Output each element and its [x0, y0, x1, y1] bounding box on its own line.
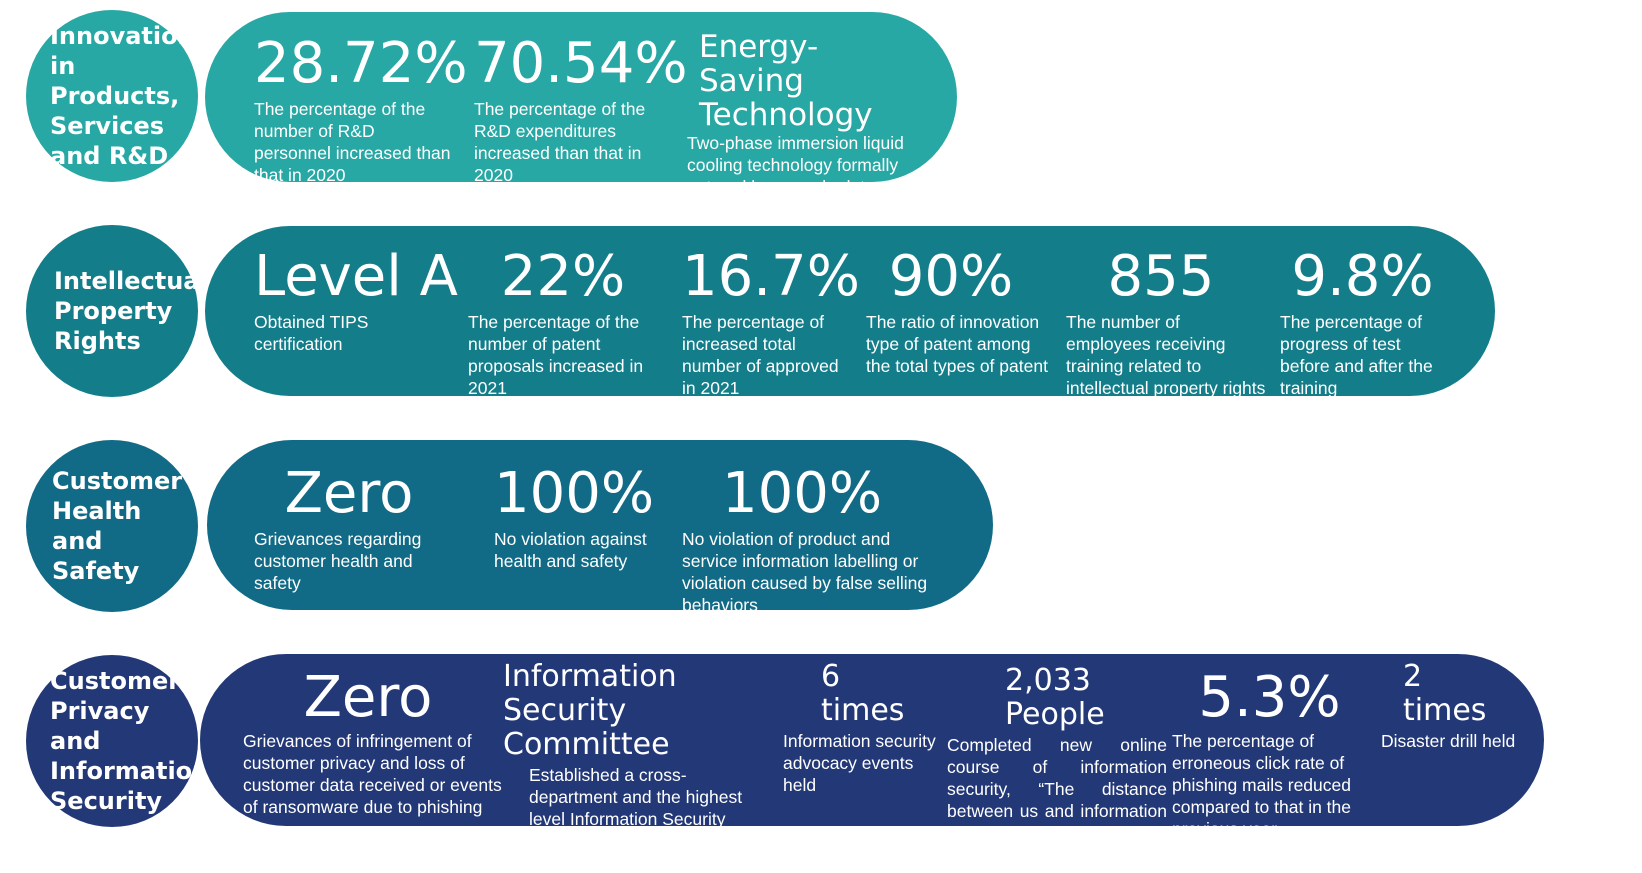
stat-security-committee: Information Security Committee Establish… — [503, 660, 788, 852]
category-circle-innovation: Innovations in Products, Services and R&… — [26, 10, 209, 182]
stat-description: The percentage of erroneous click rate o… — [1172, 731, 1351, 839]
stat-health-violation: 100% No violation against health and saf… — [494, 464, 654, 572]
stat-online-course: 2,033 People Completed new online course… — [947, 664, 1167, 844]
stats-pill-innovation — [205, 12, 957, 182]
stat-rd-personnel: 28.72% The percentage of the number of R… — [254, 31, 468, 186]
stat-description: Information security advocacy events hel… — [783, 731, 936, 795]
stat-value: Level A — [254, 244, 458, 309]
stat-description: Established a cross-department and the h… — [529, 765, 743, 851]
stat-tips-level: Level A Obtained TIPS certification — [254, 244, 458, 355]
stat-value: 28.72% — [254, 31, 468, 96]
stat-value: Zero — [303, 665, 433, 730]
stat-description: Grievances of infringement of customer p… — [243, 731, 502, 817]
stat-description: The percentage of increased total number… — [682, 312, 839, 398]
stat-value: 6 times — [821, 659, 905, 728]
stat-description: No violation against health and safety — [494, 529, 647, 571]
stat-description: Disaster drill held — [1381, 731, 1516, 751]
stat-value: 5.3% — [1198, 665, 1341, 730]
stat-labelling-violation: 100% No violation of product and service… — [682, 464, 942, 616]
stat-value: 2,033 People — [1005, 663, 1105, 732]
category-circle-privacy-security: Customer Privacy and Information Securit… — [26, 655, 210, 827]
stat-value: 16.7% — [682, 244, 860, 309]
stat-description: The percentage of progress of test befor… — [1280, 312, 1433, 398]
stat-description: The percentage of the number of R&D pers… — [254, 99, 451, 185]
category-label: Innovations in Products, Services and R&… — [50, 22, 209, 170]
stat-description: Obtained TIPS certification — [254, 312, 369, 354]
stat-description: Grievances regarding customer health and… — [254, 529, 422, 593]
stats-pill-privacy-security — [200, 654, 1544, 826]
stat-value: 2 times — [1403, 659, 1487, 728]
stat-value: 9.8% — [1291, 244, 1434, 309]
stat-value: 100% — [494, 461, 655, 526]
stat-value: 70.54% — [474, 31, 688, 96]
stats-pill-ip-rights — [205, 226, 1495, 396]
category-label: Customer Privacy and Information Securit… — [50, 667, 210, 815]
stat-description: Completed new online course of informati… — [947, 735, 1167, 843]
category-label: Customer Health and Safety — [52, 467, 183, 585]
stats-pill-health-safety — [207, 440, 993, 610]
stat-health-grievances: Zero Grievances regarding customer healt… — [254, 464, 454, 594]
category-circle-ip-rights: Intellectual Property Rights — [26, 225, 208, 397]
stat-value: 100% — [721, 461, 883, 526]
stat-rd-expenditures: 70.54% The percentage of the R&D expendi… — [474, 31, 688, 186]
stat-value: Information Security Committee — [503, 659, 677, 762]
stat-privacy-grievances: Zero Grievances of infringement of custo… — [243, 668, 503, 818]
stat-innovation-ratio: 90% The ratio of innovation type of pate… — [866, 247, 1051, 377]
stat-description: The percentage of the number of patent p… — [468, 312, 644, 398]
stat-value: Energy-Saving Technology — [699, 29, 873, 133]
stat-ip-training: 855 The number of employees receiving tr… — [1066, 247, 1266, 399]
stat-phishing-click-rate: 5.3% The percentage of erroneous click r… — [1172, 668, 1382, 840]
stat-value: Zero — [284, 461, 414, 526]
stat-value: 90% — [888, 244, 1014, 309]
stat-value: 22% — [500, 244, 626, 309]
stat-patent-proposals: 22% The percentage of the number of pate… — [468, 247, 668, 399]
stat-description: The number of employees receiving traini… — [1066, 312, 1266, 398]
stat-test-progress: 9.8% The percentage of progress of test … — [1280, 247, 1450, 399]
stat-description: The ratio of innovation type of patent a… — [866, 312, 1048, 376]
category-label: Intellectual Property Rights — [54, 267, 208, 355]
stat-advocacy-events: 6 times Information security advocacy ev… — [783, 660, 943, 796]
stat-energy-saving: Energy-Saving Technology Two-phase immer… — [687, 30, 922, 220]
stat-description: The percentage of the R&D expenditures i… — [474, 99, 646, 185]
category-circle-health-safety: Customer Health and Safety — [26, 440, 198, 612]
stat-description: Two-phase immersion liquid cooling techn… — [687, 133, 904, 219]
stat-disaster-drill: 2 times Disaster drill held — [1381, 660, 1516, 752]
stat-value: 855 — [1107, 244, 1215, 309]
stat-description: No violation of product and service info… — [682, 529, 928, 615]
stat-approved-patents: 16.7% The percentage of increased total … — [682, 244, 860, 399]
